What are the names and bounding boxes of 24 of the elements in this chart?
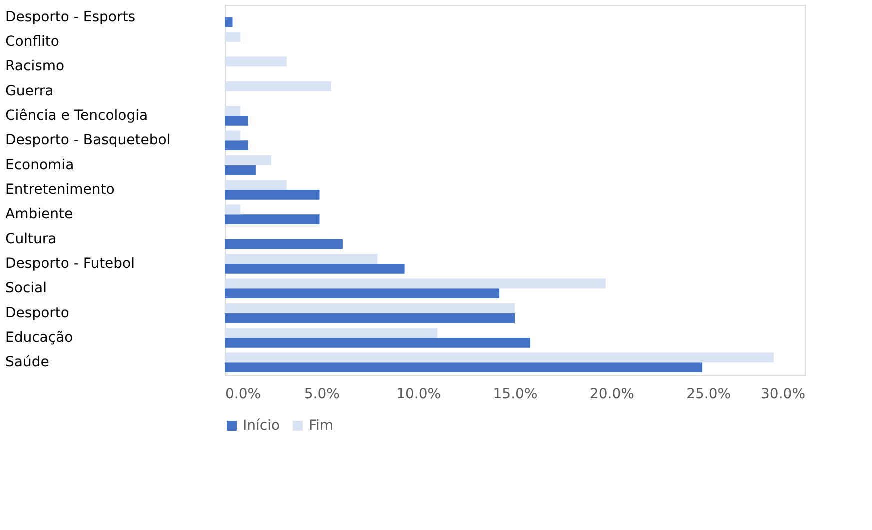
y-tick-label: Guerra: [6, 83, 54, 100]
y-tick-label: Desporto - Futebol: [6, 256, 136, 272]
y-tick-label: Economia: [6, 157, 74, 174]
y-tick-label: Conflito: [6, 34, 60, 50]
x-tick-label: 20.0%: [590, 386, 634, 402]
y-tick-label: Racismo: [6, 58, 65, 75]
y-tick-label: Educação: [6, 330, 74, 346]
y-tick-label: Desporto - Esports: [6, 9, 136, 26]
x-tick-label: 5.0%: [304, 386, 340, 402]
x-tick-label: 10.0%: [396, 386, 442, 402]
x-tick-label: 0.0%: [226, 386, 262, 402]
x-tick-label: 25.0%: [686, 386, 732, 402]
x-tick-label: 15.0%: [493, 386, 538, 402]
legend-label: Fim: [309, 418, 334, 434]
y-tick-label: Ciência e Tencologia: [6, 108, 148, 124]
y-tick-label: Desporto - Basquetebol: [6, 132, 171, 149]
x-tick-label: 30.0%: [761, 386, 806, 402]
legend-label: Início: [243, 418, 280, 434]
y-tick-label: Social: [6, 280, 48, 297]
y-tick-label: Ambiente: [6, 206, 74, 223]
y-tick-label: Desporto: [6, 305, 70, 322]
y-tick-label: Cultura: [6, 231, 57, 248]
y-tick-label: Entretenimento: [6, 182, 115, 198]
y-tick-label: Saúde: [6, 354, 50, 371]
